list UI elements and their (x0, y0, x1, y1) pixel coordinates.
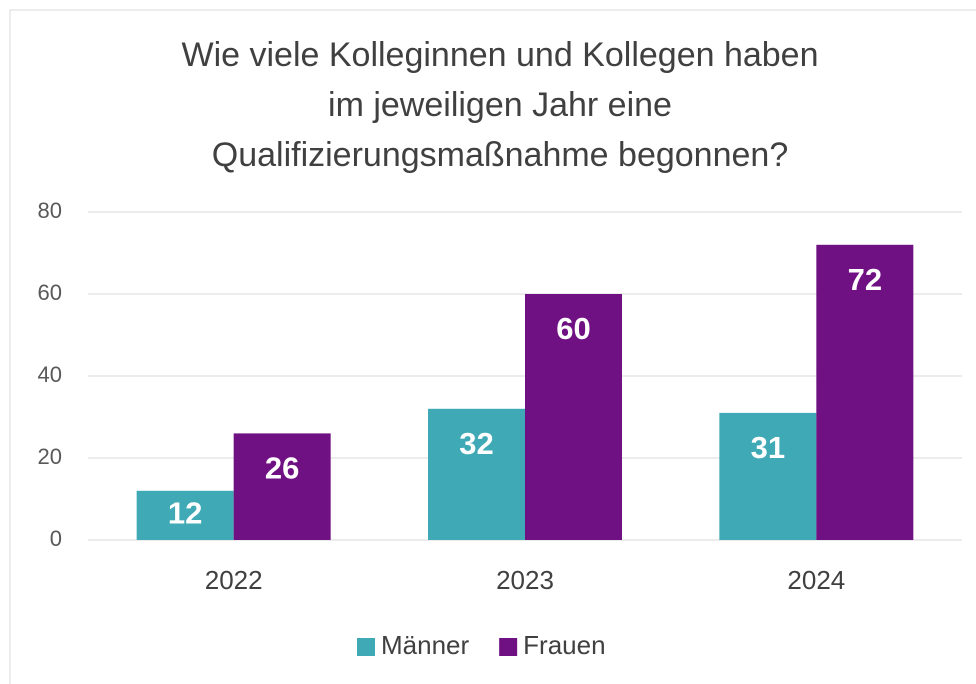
data-label: 26 (265, 451, 299, 486)
chart-title: im jeweiligen Jahr eine (328, 86, 672, 124)
data-label: 60 (556, 311, 590, 346)
y-tick-label: 20 (38, 444, 62, 469)
x-tick-label: 2023 (496, 565, 554, 595)
y-tick-label: 0 (50, 526, 62, 551)
bar (233, 433, 331, 540)
data-label: 32 (459, 426, 493, 461)
x-tick-label: 2024 (787, 565, 845, 595)
legend-swatch (499, 638, 518, 656)
bar (816, 244, 914, 541)
y-tick-label: 60 (38, 280, 62, 305)
bar (525, 294, 622, 540)
chart-title: Wie viele Kolleginnen und Kollegen haben (181, 36, 818, 74)
data-label: 72 (848, 262, 882, 297)
legend-label: Frauen (523, 630, 605, 660)
chart-title: Qualifizierungsmaßnahme begonnen? (212, 136, 788, 174)
chart-border (9, 9, 976, 684)
data-label: 31 (751, 430, 785, 465)
x-tick-label: 2022 (205, 565, 263, 595)
y-tick-label: 80 (38, 198, 62, 223)
y-tick-label: 40 (38, 362, 62, 387)
legend-swatch (357, 638, 375, 656)
bar (719, 412, 817, 540)
bar (428, 408, 525, 540)
data-label: 12 (168, 496, 202, 531)
bar (136, 490, 234, 540)
legend-label: Männer (381, 630, 469, 660)
